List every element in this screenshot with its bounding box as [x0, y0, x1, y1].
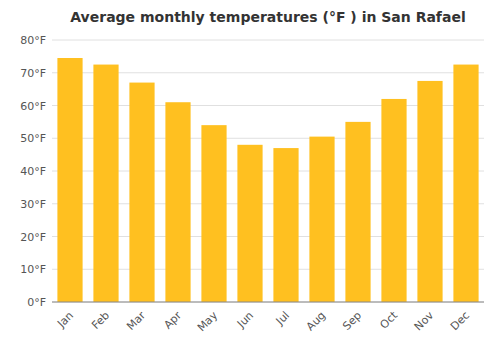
x-tick-label: May [195, 309, 221, 335]
y-tick-label: 50°F [20, 132, 46, 145]
bar [417, 81, 442, 302]
x-axis-line [52, 302, 484, 303]
bar [93, 65, 118, 302]
bar [201, 125, 226, 302]
bar [381, 99, 406, 302]
grid-line [52, 40, 484, 41]
y-tick-label: 10°F [20, 263, 46, 276]
y-tick-label: 60°F [20, 100, 46, 113]
grid-line [52, 302, 484, 303]
y-tick-label: 80°F [20, 34, 46, 47]
x-tick-label: Jun [234, 309, 256, 331]
bar [309, 137, 334, 302]
bar [273, 148, 298, 302]
x-tick-label: Jan [54, 309, 76, 331]
y-tick-label: 70°F [20, 67, 46, 80]
x-tick-label: Nov [412, 309, 437, 334]
y-tick-label: 30°F [20, 198, 46, 211]
bar [345, 122, 370, 302]
chart-svg: Average monthly temperatures (°F ) in Sa… [0, 0, 500, 350]
chart-container: Average monthly temperatures (°F ) in Sa… [0, 0, 500, 350]
x-tick-label: Aug [304, 309, 328, 333]
bar [165, 102, 190, 302]
bar [57, 58, 82, 302]
title: Average monthly temperatures (°F ) in Sa… [70, 9, 465, 25]
x-tick-label: Apr [161, 309, 184, 332]
x-axis: Jan Feb Mar Apr May Jun Jul Aug Sep Oct Nov Dec [54, 308, 472, 334]
bar [237, 145, 262, 302]
x-tick-label: Feb [89, 309, 112, 332]
y-tick-label: 20°F [20, 231, 46, 244]
y-tick-label: 0°F [27, 296, 46, 309]
x-tick-label: Jul [273, 309, 292, 328]
bars [57, 58, 478, 302]
x-tick-label: Sep [340, 309, 364, 333]
x-tick-label: Oct [377, 308, 400, 331]
bar [453, 65, 478, 302]
bar [129, 83, 154, 302]
x-tick-label: Dec [448, 309, 472, 333]
x-tick-label: Mar [124, 309, 148, 333]
y-axis: 0°F 10°F 20°F 30°F 40°F 50°F 60°F 70°F 80°F [20, 34, 484, 309]
y-tick-label: 40°F [20, 165, 46, 178]
